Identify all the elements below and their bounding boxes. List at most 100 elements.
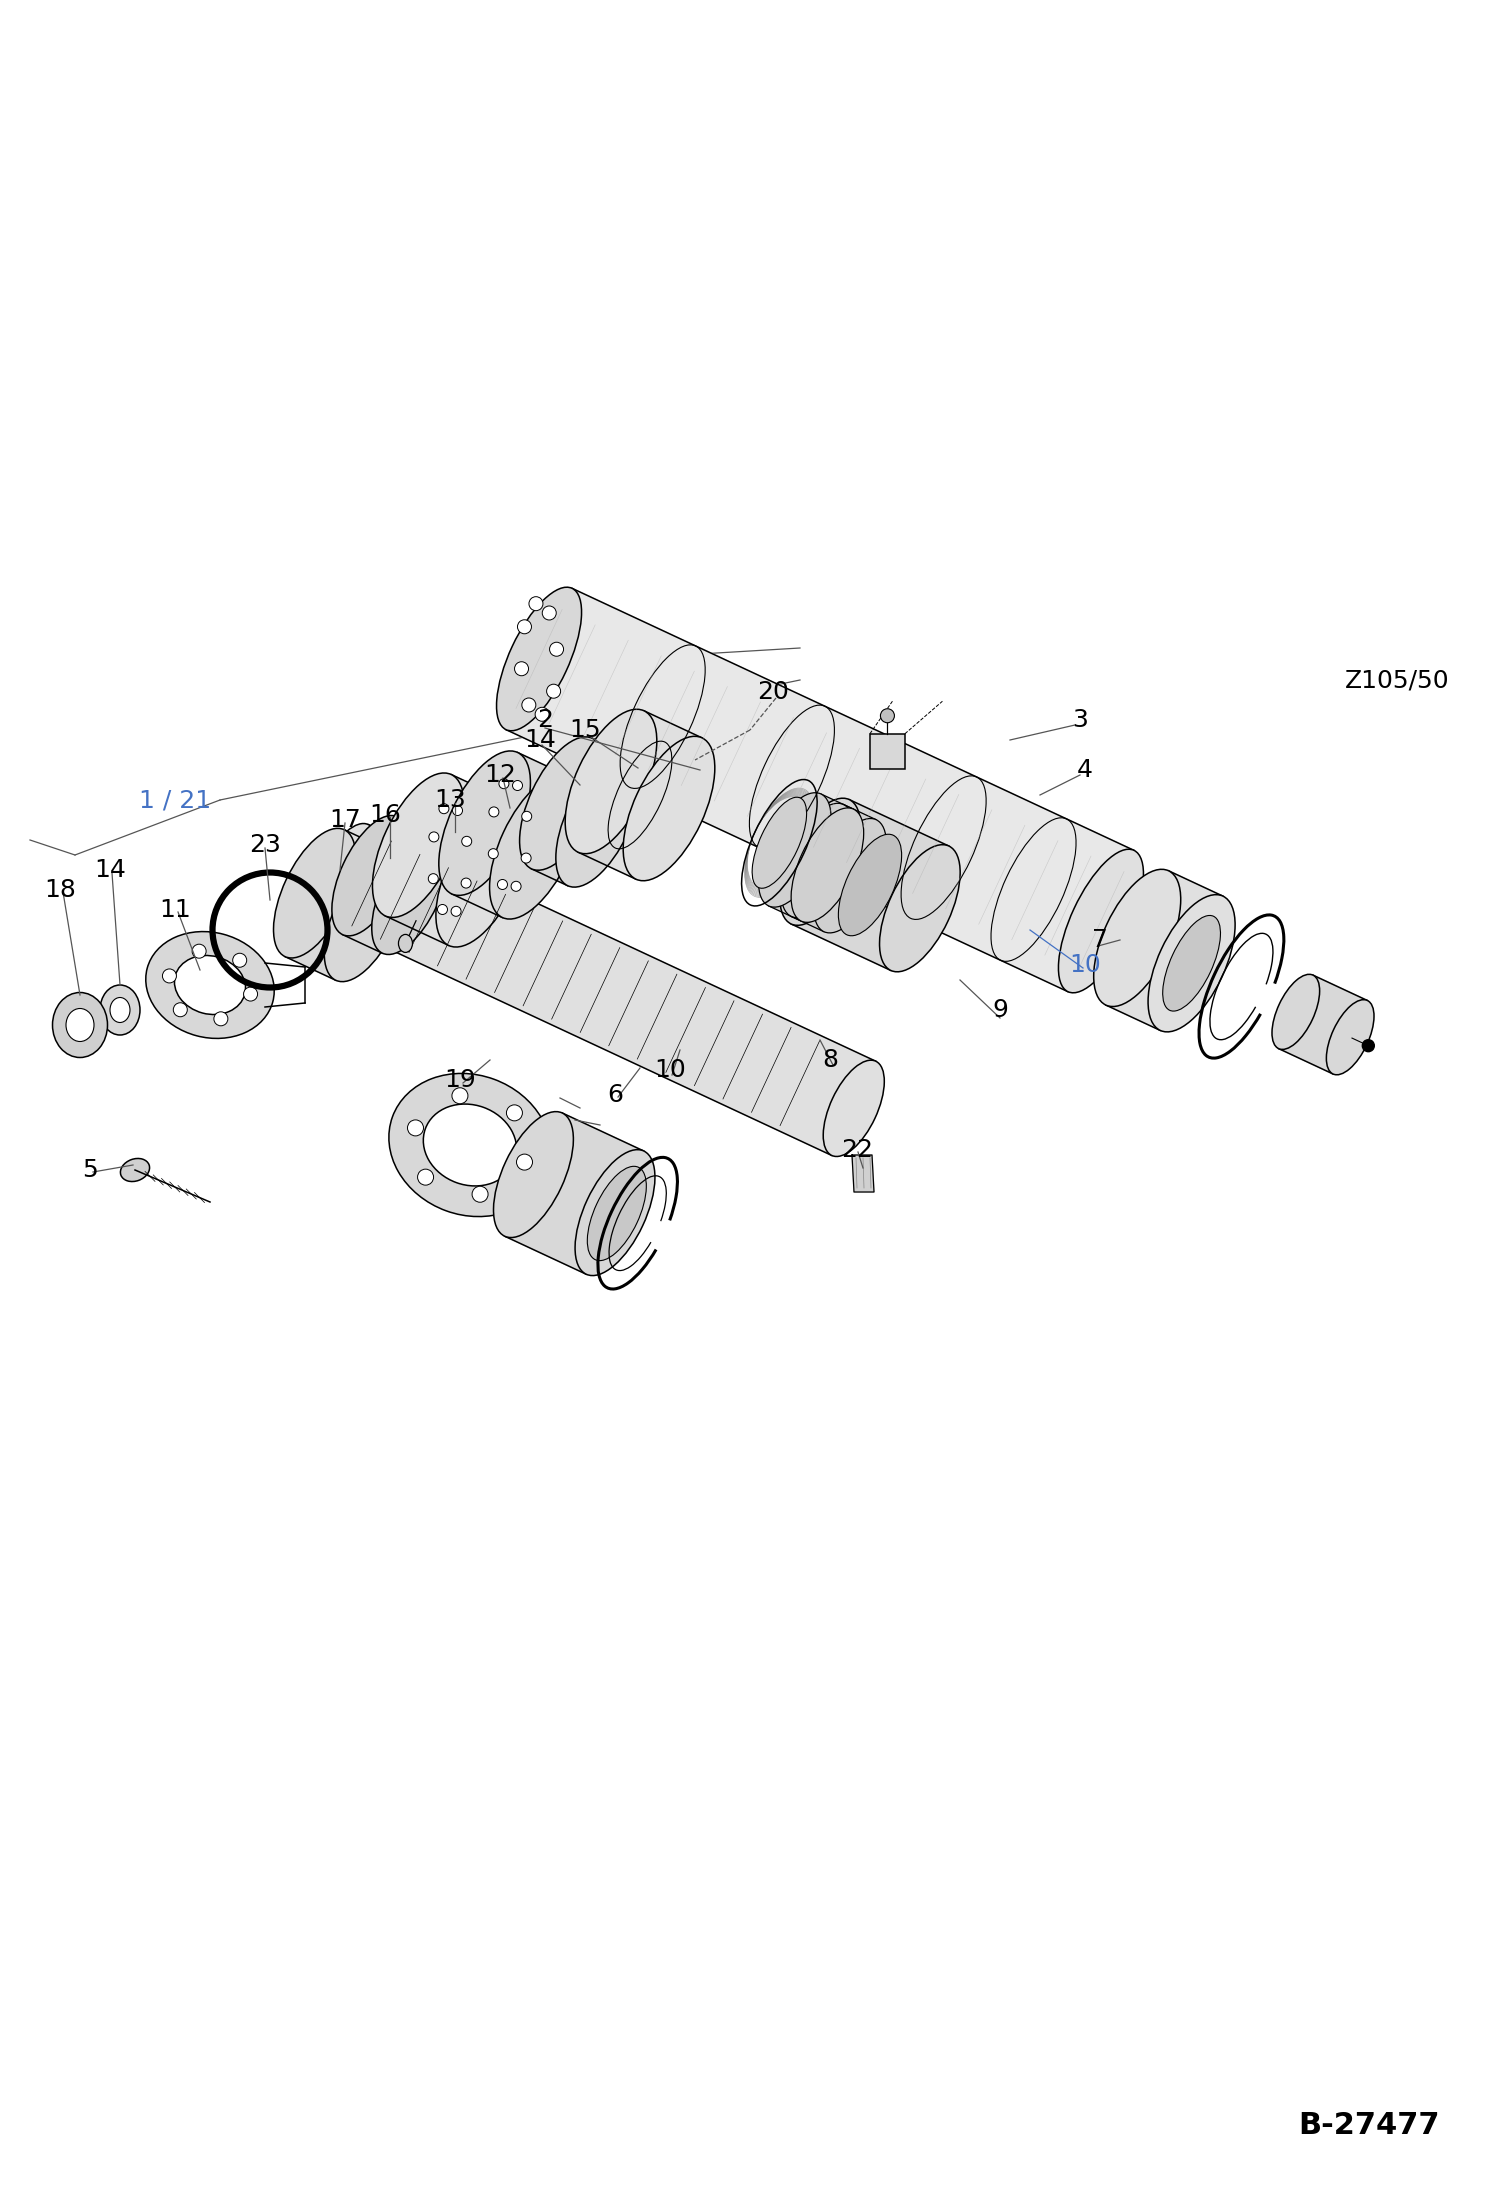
Circle shape — [244, 987, 258, 1000]
Circle shape — [542, 605, 556, 621]
Ellipse shape — [145, 932, 274, 1039]
Ellipse shape — [100, 985, 139, 1035]
Ellipse shape — [1272, 974, 1320, 1050]
Ellipse shape — [824, 1059, 884, 1156]
Ellipse shape — [780, 803, 854, 917]
Text: 3: 3 — [1073, 708, 1088, 732]
Circle shape — [506, 1105, 523, 1121]
Ellipse shape — [780, 798, 860, 925]
Circle shape — [499, 779, 509, 789]
Ellipse shape — [274, 829, 355, 958]
Polygon shape — [578, 711, 703, 879]
Ellipse shape — [316, 825, 377, 919]
Polygon shape — [385, 774, 515, 945]
Ellipse shape — [324, 853, 406, 982]
Circle shape — [488, 807, 499, 818]
Circle shape — [511, 882, 521, 890]
Ellipse shape — [879, 844, 960, 971]
FancyBboxPatch shape — [870, 735, 905, 770]
Circle shape — [521, 697, 536, 713]
Circle shape — [418, 1169, 433, 1184]
Circle shape — [428, 831, 439, 842]
Text: 14: 14 — [524, 728, 556, 752]
Ellipse shape — [1162, 914, 1221, 1011]
Polygon shape — [285, 829, 395, 980]
Text: 17: 17 — [330, 807, 361, 831]
Text: 6: 6 — [607, 1083, 623, 1107]
Circle shape — [514, 662, 529, 675]
Ellipse shape — [389, 1072, 551, 1217]
Circle shape — [451, 906, 461, 917]
Polygon shape — [505, 1114, 644, 1274]
Ellipse shape — [496, 588, 581, 730]
Circle shape — [452, 1088, 467, 1103]
Text: 10: 10 — [655, 1057, 686, 1081]
Text: 12: 12 — [484, 763, 515, 787]
Ellipse shape — [1147, 895, 1236, 1033]
Polygon shape — [768, 794, 854, 921]
Text: 14: 14 — [94, 857, 126, 882]
Circle shape — [437, 904, 448, 914]
Ellipse shape — [493, 1112, 574, 1237]
Ellipse shape — [791, 807, 864, 923]
Polygon shape — [1279, 976, 1368, 1075]
Polygon shape — [1106, 871, 1222, 1031]
Ellipse shape — [587, 1167, 646, 1261]
Ellipse shape — [372, 833, 448, 954]
Circle shape — [517, 621, 532, 634]
Ellipse shape — [66, 1009, 94, 1042]
Ellipse shape — [520, 737, 604, 871]
Ellipse shape — [424, 1103, 517, 1186]
Circle shape — [529, 596, 542, 610]
Text: 8: 8 — [822, 1048, 837, 1072]
Circle shape — [1362, 1039, 1374, 1053]
Ellipse shape — [813, 818, 887, 932]
Text: 16: 16 — [369, 803, 401, 827]
Polygon shape — [506, 588, 1134, 991]
Ellipse shape — [1326, 1000, 1374, 1075]
Ellipse shape — [398, 934, 412, 952]
Text: 10: 10 — [1070, 954, 1101, 978]
Ellipse shape — [623, 737, 715, 882]
Polygon shape — [852, 1156, 873, 1193]
Ellipse shape — [333, 816, 409, 936]
Circle shape — [439, 803, 449, 814]
Polygon shape — [452, 752, 568, 917]
Text: 1 / 21: 1 / 21 — [139, 787, 211, 811]
Text: B-27477: B-27477 — [1299, 2110, 1440, 2140]
Text: 18: 18 — [43, 877, 76, 901]
Text: 5: 5 — [82, 1158, 97, 1182]
Ellipse shape — [575, 1149, 655, 1276]
Circle shape — [517, 1154, 532, 1171]
Circle shape — [407, 1121, 424, 1136]
Circle shape — [214, 1011, 228, 1026]
Ellipse shape — [1059, 849, 1143, 993]
Polygon shape — [324, 825, 876, 1156]
Ellipse shape — [373, 772, 464, 917]
Ellipse shape — [109, 998, 130, 1022]
Text: 2: 2 — [536, 708, 553, 732]
Circle shape — [162, 969, 177, 982]
Circle shape — [232, 954, 247, 967]
Circle shape — [428, 873, 439, 884]
Circle shape — [472, 1186, 488, 1202]
Text: 13: 13 — [434, 787, 466, 811]
Circle shape — [174, 1002, 187, 1018]
Ellipse shape — [752, 798, 806, 888]
Circle shape — [497, 879, 508, 890]
Polygon shape — [532, 739, 629, 886]
Ellipse shape — [436, 803, 527, 947]
Circle shape — [550, 643, 563, 656]
Text: Z105/50: Z105/50 — [1345, 669, 1450, 693]
Ellipse shape — [439, 750, 530, 895]
Circle shape — [535, 708, 550, 721]
Ellipse shape — [490, 774, 581, 919]
Text: 7: 7 — [1092, 928, 1109, 952]
Text: 11: 11 — [159, 897, 190, 921]
Text: 23: 23 — [249, 833, 282, 857]
Polygon shape — [791, 805, 876, 932]
Ellipse shape — [556, 754, 641, 888]
Ellipse shape — [881, 708, 894, 724]
Circle shape — [452, 805, 463, 816]
Ellipse shape — [1094, 868, 1180, 1007]
